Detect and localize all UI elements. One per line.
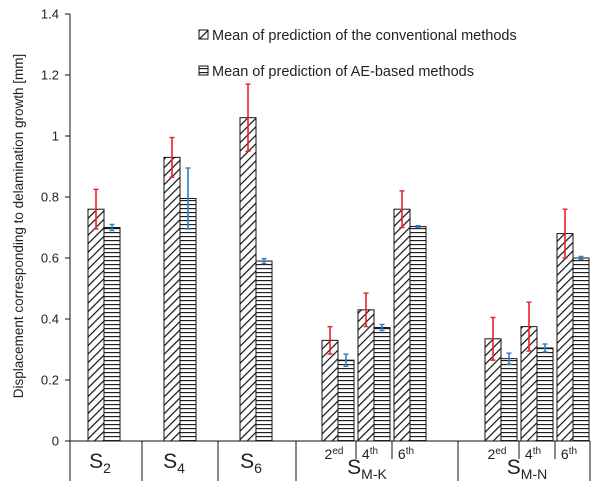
bar-ae-4	[373, 327, 391, 442]
legend-swatch-conventional	[198, 29, 209, 40]
y-tick-label: 0	[52, 434, 59, 449]
y-axis-label: Displacement corresponding to delaminati…	[11, 54, 26, 398]
y-tick-labels: 0 0.2 0.4 0.6 0.8 1 1.2 1.4	[41, 7, 70, 449]
subcategory-label: 2ed	[325, 446, 344, 462]
bar-ae-6	[500, 358, 518, 442]
y-tick-label: 0.4	[41, 312, 59, 327]
error-bar-ae-0	[109, 223, 115, 232]
legend-label-conventional: Mean of prediction of the conventional m…	[212, 28, 517, 44]
subcategory-label: 6th	[561, 446, 577, 462]
error-bar-conventional-6	[490, 316, 496, 361]
bar-conventional-1	[163, 156, 181, 442]
bar-ae-0	[103, 227, 121, 442]
error-bar-conventional-8	[562, 208, 568, 259]
bar-ae-1	[179, 198, 197, 442]
subcategory-label: 6th	[398, 446, 414, 462]
y-tick-label: 1.4	[41, 7, 59, 22]
group-label: S6	[240, 450, 262, 476]
bar-conventional-4	[357, 309, 375, 442]
error-bar-conventional-5	[399, 190, 405, 229]
legend-swatch-ae	[198, 65, 209, 76]
y-tick-label: 0.6	[41, 251, 59, 266]
y-tick-label: 1.2	[41, 68, 59, 83]
group-label: S2	[89, 450, 111, 476]
error-bar-ae-5	[415, 224, 421, 229]
error-bar-conventional-7	[526, 301, 532, 352]
group-label: SM-K	[347, 456, 387, 482]
subcategory-label: 2ed	[488, 446, 507, 462]
error-bar-ae-8	[578, 255, 584, 261]
bar-conventional-5	[393, 208, 411, 442]
legend-label-ae: Mean of prediction of AE-based methods	[212, 64, 474, 80]
error-bar-ae-7	[542, 343, 548, 353]
group-label: SM-N	[507, 456, 547, 482]
bars-layer	[69, 117, 591, 481]
bar-ae-5	[409, 226, 427, 442]
error-bar-conventional-2	[245, 83, 251, 152]
error-bar-conventional-3	[327, 325, 333, 355]
legend: Mean of prediction of the conventional m…	[198, 28, 517, 80]
y-tick-label: 0.8	[41, 190, 59, 205]
error-bar-ae-4	[379, 323, 385, 332]
bar-conventional-0	[87, 208, 105, 442]
error-bar-ae-1	[185, 167, 191, 230]
bar-conventional-3	[321, 339, 339, 442]
bar-ae-8	[572, 257, 590, 442]
bar-ae-7	[536, 347, 554, 442]
error-bar-ae-6	[506, 352, 512, 365]
error-bar-conventional-1	[169, 136, 175, 178]
error-bars-layer	[93, 83, 584, 367]
subcategory-label: 4th	[362, 446, 378, 462]
bar-ae-3	[337, 359, 355, 442]
error-bar-conventional-0	[93, 188, 99, 230]
bar-conventional-8	[556, 233, 574, 442]
error-bar-ae-3	[343, 353, 349, 367]
subcategory-label: 4th	[525, 446, 541, 462]
error-bar-ae-2	[261, 257, 267, 265]
bar-ae-2	[255, 260, 273, 442]
y-tick-label: 0.2	[41, 373, 59, 388]
bar-conventional-2	[239, 117, 257, 442]
group-label: S4	[163, 450, 185, 476]
y-tick-label: 1	[52, 129, 59, 144]
error-bar-conventional-4	[363, 292, 369, 328]
